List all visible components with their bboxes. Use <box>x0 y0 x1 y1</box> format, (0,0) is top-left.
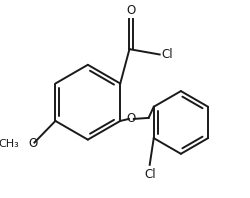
Text: CH₃: CH₃ <box>0 139 19 148</box>
Text: Cl: Cl <box>161 48 173 61</box>
Text: Cl: Cl <box>144 168 156 181</box>
Text: O: O <box>126 4 136 17</box>
Text: O: O <box>127 112 136 125</box>
Text: O: O <box>28 137 38 150</box>
